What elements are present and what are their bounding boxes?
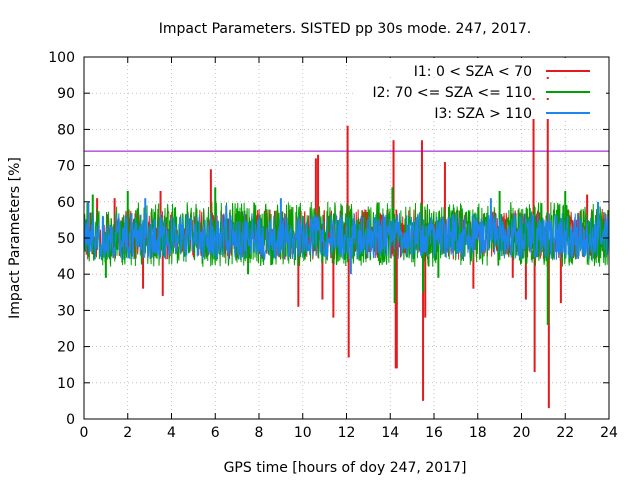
legend: I1: 0 < SZA < 70 I2: 70 <= SZA <= 110 I3: …	[356, 58, 606, 122]
y-axis-label: Impact Parameters [%]	[7, 157, 23, 319]
x-tick-label: 18	[469, 425, 487, 441]
x-tick-label: 10	[294, 425, 312, 441]
x-tick-label: 6	[211, 425, 220, 441]
y-tick-label: 80	[57, 122, 75, 138]
y-tick-label: 0	[66, 412, 75, 428]
y-tick-label: 70	[57, 159, 75, 175]
legend-bg	[356, 79, 606, 98]
x-tick-label: 4	[167, 425, 176, 441]
y-tick-label: 100	[48, 50, 75, 66]
y-tick-label: 30	[57, 303, 75, 319]
x-tick-label: 22	[556, 425, 574, 441]
legend-bg	[356, 100, 606, 119]
y-tick-label: 10	[57, 376, 75, 392]
x-tick-label: 8	[255, 425, 264, 441]
x-tick-label: 16	[425, 425, 443, 441]
x-tick-label: 2	[123, 425, 132, 441]
y-tick-label: 90	[57, 86, 75, 102]
legend-bg	[356, 58, 606, 77]
x-tick-label: 0	[80, 425, 89, 441]
y-tick-label: 20	[57, 340, 75, 356]
legend-label: I2: 70 <= SZA <= 110	[372, 85, 532, 101]
x-axis-label: GPS time [hours of doy 247, 2017]	[224, 460, 467, 476]
y-tick-label: 60	[57, 195, 75, 211]
legend-label: I1: 0 < SZA < 70	[414, 64, 532, 80]
x-tick-label: 20	[513, 425, 531, 441]
x-tick-labels: 0 2 4 6 8 10 12 14 16 18 20 22 24	[80, 425, 618, 441]
x-tick-label: 24	[600, 425, 618, 441]
chart-title: Impact Parameters. SISTED pp 30s mode. 2…	[159, 21, 532, 37]
y-tick-label: 50	[57, 231, 75, 247]
x-tick-label: 12	[338, 425, 356, 441]
series-line-3	[83, 211, 610, 261]
y-tick-labels: 0 10 20 30 40 50 60 70 80 90 100	[48, 50, 75, 428]
x-tick-label: 14	[381, 425, 399, 441]
y-tick-label: 40	[57, 267, 75, 283]
legend-label: I3: SZA > 110	[434, 106, 532, 122]
